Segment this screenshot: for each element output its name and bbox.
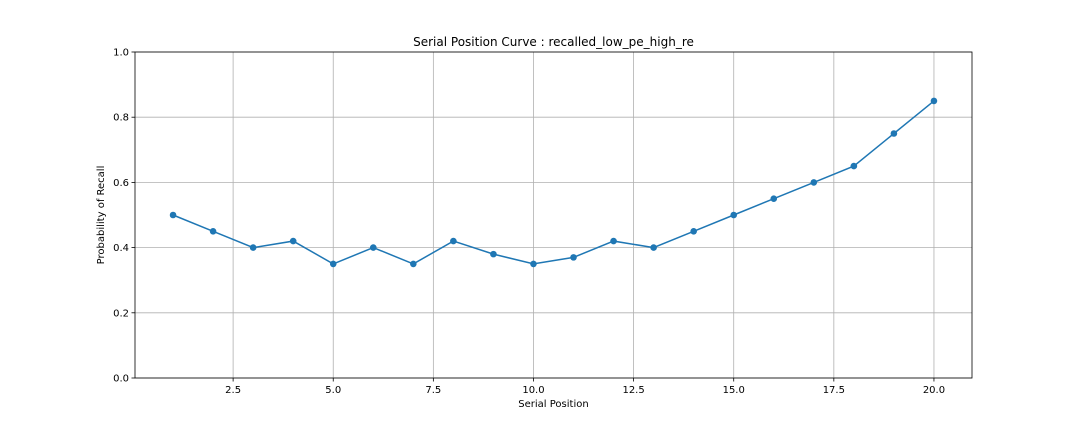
data-point-7 xyxy=(410,260,417,268)
x-tick-label: 2.5 xyxy=(225,385,241,396)
y-tick-label: 1.0 xyxy=(113,48,129,59)
x-tick-label: 10.0 xyxy=(522,385,544,396)
y-tick-label: 0.8 xyxy=(113,113,129,124)
y-tick-label: 0.2 xyxy=(113,308,129,319)
data-point-5 xyxy=(329,260,337,268)
x-tick-label: 15.0 xyxy=(723,385,745,396)
data-point-6 xyxy=(369,244,377,251)
x-tick-label: 7.5 xyxy=(425,385,441,396)
data-point-12 xyxy=(610,237,617,245)
y-tick-label: 0.6 xyxy=(113,178,129,189)
data-point-18 xyxy=(850,162,858,170)
data-point-10 xyxy=(530,260,537,268)
data-point-15 xyxy=(730,211,738,219)
x-tick-label: 17.5 xyxy=(823,385,845,396)
x-axis-label: Serial Position xyxy=(518,399,588,410)
x-tick-label: 5.0 xyxy=(325,385,341,396)
data-point-20 xyxy=(930,97,938,105)
data-point-17 xyxy=(810,179,818,186)
data-point-9 xyxy=(490,250,497,258)
data-point-11 xyxy=(570,254,577,261)
y-axis-label: Probability of Recall xyxy=(96,166,107,265)
data-series xyxy=(169,97,938,268)
series-line xyxy=(172,100,935,265)
y-tick-label: 0.4 xyxy=(113,243,129,254)
data-point-16 xyxy=(770,195,778,202)
chart-title: Serial Position Curve : recalled_low_pe_… xyxy=(413,35,694,49)
data-point-3 xyxy=(249,244,257,251)
data-point-1 xyxy=(169,211,177,219)
axis-ticks: 2.5 5.0 7.5 10.0 12.5 15.0 17.5 20.0 0.0 0.2 0.4 0.… xyxy=(113,48,945,397)
data-point-19 xyxy=(890,130,898,137)
data-point-8 xyxy=(450,237,457,245)
data-point-2 xyxy=(209,228,217,235)
x-tick-label: 20.0 xyxy=(923,385,945,396)
data-point-13 xyxy=(650,244,657,251)
x-tick-label: 12.5 xyxy=(622,385,644,396)
y-tick-label: 0.0 xyxy=(113,374,129,385)
data-point-4 xyxy=(289,237,297,245)
plot-frame xyxy=(134,51,973,379)
data-point-14 xyxy=(690,228,697,235)
